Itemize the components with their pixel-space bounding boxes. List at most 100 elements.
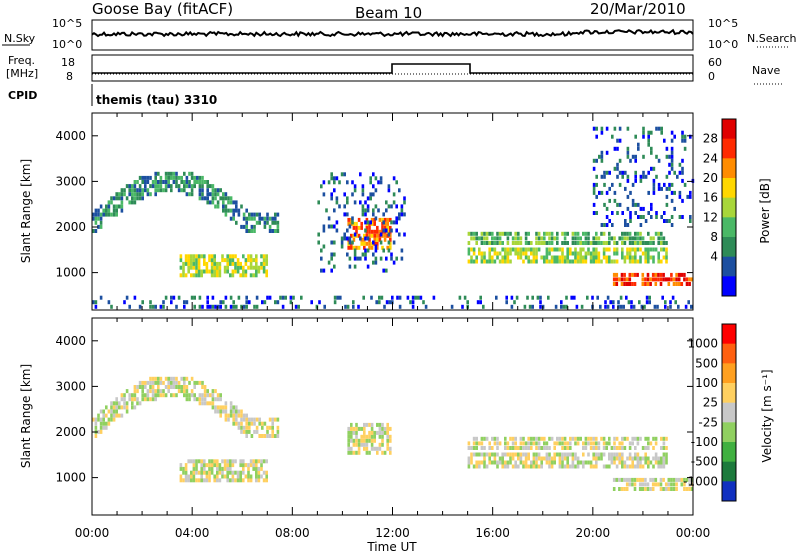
data-cell <box>255 258 258 263</box>
data-cell <box>247 474 250 479</box>
power-panel-frame <box>91 112 694 311</box>
data-cell <box>563 259 567 264</box>
data-cell <box>654 456 658 461</box>
data-cell <box>141 175 144 180</box>
data-cell <box>669 304 672 309</box>
data-cell <box>190 265 193 270</box>
data-cell <box>118 192 121 197</box>
data-cell <box>537 464 541 469</box>
data-cell <box>92 212 95 217</box>
data-cell <box>467 460 471 465</box>
data-cell <box>184 474 188 479</box>
data-cell <box>235 409 238 414</box>
data-cell <box>107 204 111 209</box>
data-cell <box>674 300 677 305</box>
data-cell <box>276 434 280 438</box>
data-cell <box>630 300 633 305</box>
data-cell <box>352 438 356 443</box>
data-cell <box>596 295 599 300</box>
data-cell <box>504 247 507 252</box>
data-cell <box>245 304 248 309</box>
data-cell <box>195 466 198 471</box>
data-cell <box>639 236 642 241</box>
data-cell <box>566 251 569 256</box>
data-cell <box>125 295 129 300</box>
data-cell <box>118 204 121 209</box>
data-cell <box>498 441 502 446</box>
data-cell <box>485 259 489 264</box>
data-cell <box>470 236 473 241</box>
data-cell <box>192 474 196 479</box>
colorbar-tick-label: 100 <box>695 376 718 390</box>
data-cell <box>154 184 157 189</box>
data-cell <box>185 192 189 197</box>
data-cell <box>175 376 178 381</box>
data-cell <box>94 229 98 233</box>
data-cell <box>463 295 467 300</box>
data-cell <box>236 261 240 266</box>
data-cell <box>208 470 211 475</box>
data-cell <box>493 259 497 264</box>
data-cell <box>483 436 486 441</box>
data-cell <box>558 436 562 441</box>
data-cell <box>144 188 147 193</box>
data-cell <box>595 456 598 461</box>
data-cell <box>668 186 671 191</box>
data-cell <box>532 452 536 457</box>
data-cell <box>517 247 520 252</box>
data-cell <box>654 477 658 482</box>
data-cell <box>683 277 686 282</box>
data-cell <box>253 417 256 422</box>
data-cell <box>545 259 549 264</box>
data-cell <box>237 425 241 430</box>
data-cell <box>365 229 369 234</box>
data-cell <box>216 463 219 468</box>
data-cell <box>351 240 354 245</box>
data-cell <box>637 215 640 219</box>
data-cell <box>170 385 173 389</box>
data-cell <box>517 231 520 236</box>
data-cell <box>628 272 632 277</box>
data-cell <box>649 277 652 282</box>
data-cell <box>368 430 371 435</box>
data-cell <box>509 456 512 461</box>
data-cell <box>634 170 637 175</box>
data-cell <box>613 259 616 264</box>
data-cell <box>522 452 525 457</box>
data-cell <box>284 295 287 300</box>
data-cell <box>613 198 617 203</box>
data-cell <box>361 188 365 193</box>
data-cell <box>480 441 484 446</box>
data-cell <box>605 255 608 260</box>
velocity-x-ticks <box>91 318 694 515</box>
data-cell <box>683 146 687 151</box>
data-cell <box>574 247 577 252</box>
data-cell <box>262 265 266 270</box>
data-cell <box>646 482 650 487</box>
data-cell <box>517 236 520 241</box>
data-cell <box>592 190 596 195</box>
data-cell <box>120 405 124 410</box>
data-cell <box>214 188 217 193</box>
data-cell <box>483 255 486 260</box>
data-cell <box>584 441 588 446</box>
data-cell <box>221 474 224 479</box>
data-cell <box>195 254 198 259</box>
data-cell <box>179 258 183 263</box>
data-cell <box>608 231 611 236</box>
data-cell <box>382 212 385 217</box>
data-cell <box>582 255 585 260</box>
data-cell <box>653 304 657 309</box>
data-cell <box>219 397 222 402</box>
data-cell <box>650 130 653 135</box>
data-cell <box>383 237 387 242</box>
data-cell <box>631 259 634 264</box>
data-cell <box>519 460 523 465</box>
data-cell <box>662 247 666 252</box>
data-cell <box>629 215 632 219</box>
data-cell <box>565 304 568 309</box>
data-cell <box>154 188 157 193</box>
data-cell <box>222 196 225 201</box>
data-cell <box>249 463 253 468</box>
data-cell <box>573 295 576 300</box>
